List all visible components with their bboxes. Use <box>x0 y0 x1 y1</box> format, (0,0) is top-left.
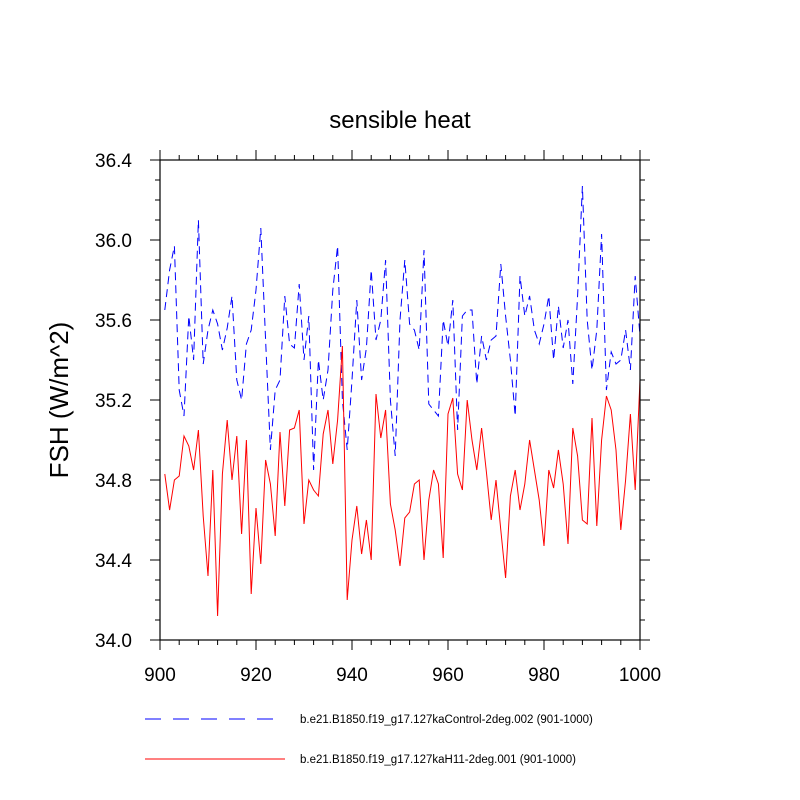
y-tick-label: 34.8 <box>95 471 132 492</box>
x-tick-label: 900 <box>144 665 176 686</box>
legend: b.e21.B1850.f19_g17.127kaControl-2deg.00… <box>145 714 593 766</box>
x-tick-label: 1000 <box>619 665 661 686</box>
chart-title: sensible heat <box>329 107 471 134</box>
series-lines <box>164 185 641 617</box>
x-tick-labels: 900 920 940 960 980 1000 <box>144 665 661 686</box>
x-tick-label: 920 <box>240 665 272 686</box>
axis-ticks <box>150 150 650 650</box>
y-tick-label: 35.2 <box>95 391 132 412</box>
y-tick-label: 35.6 <box>95 311 132 332</box>
y-axis-label: FSH (W/m^2) <box>44 322 74 479</box>
y-tick-label: 36.4 <box>95 151 132 172</box>
y-tick-labels: 34.0 34.4 34.8 35.2 35.6 36.0 36.4 <box>95 151 132 652</box>
x-tick-label: 980 <box>528 665 560 686</box>
legend-label-control: b.e21.B1850.f19_g17.127kaControl-2deg.00… <box>300 714 593 726</box>
y-tick-label: 34.0 <box>95 631 132 652</box>
series-line-1 <box>164 345 641 617</box>
y-tick-label: 36.0 <box>95 231 132 252</box>
y-tick-label: 34.4 <box>95 551 132 572</box>
x-tick-label: 940 <box>336 665 368 686</box>
legend-label-h11: b.e21.B1850.f19_g17.127kaH11-2deg.001 (9… <box>300 754 576 766</box>
x-tick-label: 960 <box>432 665 464 686</box>
series-line-0 <box>164 185 641 471</box>
plot-frame <box>159 159 641 641</box>
